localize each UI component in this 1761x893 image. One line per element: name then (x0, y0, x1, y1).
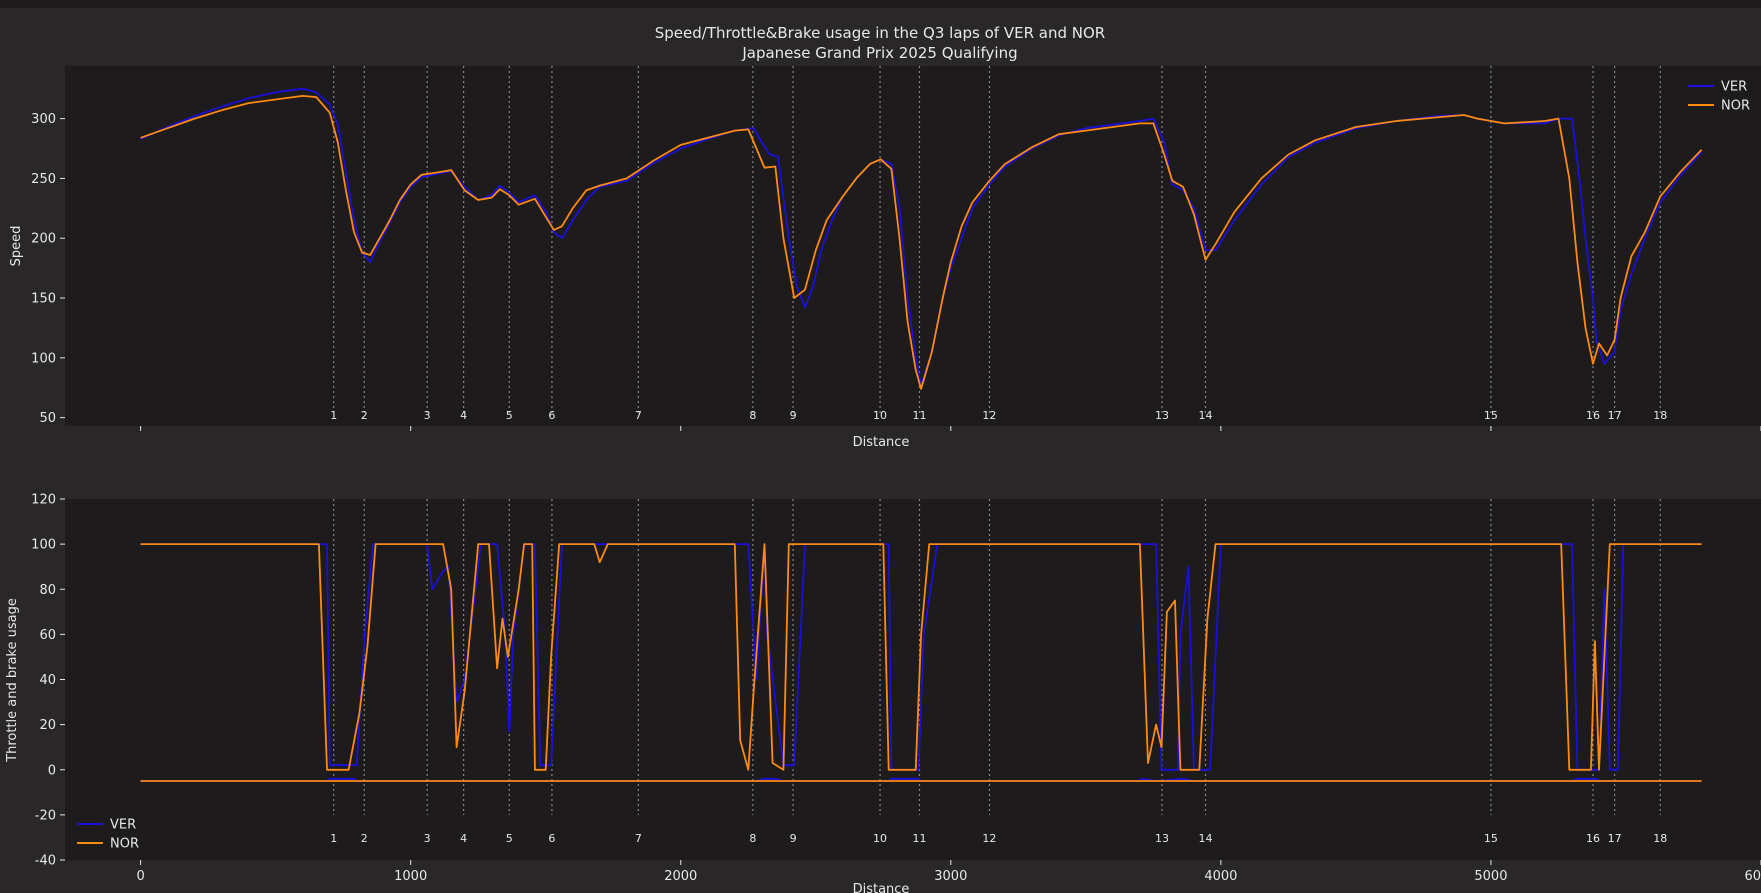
y-axis-label: Speed (9, 226, 24, 267)
corner-label: 2 (361, 832, 368, 845)
x-tick-label: 1000 (394, 869, 427, 884)
chart-title: Speed/Throttle&Brake usage in the Q3 lap… (655, 24, 1105, 42)
x-tick-label: 3000 (934, 869, 967, 884)
corner-label: 15 (1484, 832, 1498, 845)
corner-label: 1 (330, 409, 337, 422)
corner-label: 10 (873, 832, 887, 845)
corner-label: 3 (424, 409, 431, 422)
corner-label: 18 (1653, 409, 1667, 422)
corner-label: 5 (506, 832, 513, 845)
corner-label: 5 (506, 409, 513, 422)
corner-label: 16 (1586, 409, 1600, 422)
y-tick-label: 200 (31, 232, 56, 247)
y-tick-label: 50 (39, 411, 56, 426)
legend-label-ver: VER (1721, 80, 1747, 95)
x-axis-label: Distance (853, 435, 910, 450)
y-tick-label: 150 (31, 292, 56, 307)
corner-label: 18 (1653, 832, 1667, 845)
corner-label: 6 (548, 832, 555, 845)
x-tick-label: 0 (136, 869, 144, 884)
x-tick-label: 4000 (1204, 869, 1237, 884)
y-tick-label: 100 (31, 538, 56, 553)
x-tick-label: 6000 (1744, 869, 1761, 884)
corner-label: 8 (749, 409, 756, 422)
corner-label: 10 (873, 409, 887, 422)
chart-subtitle: Japanese Grand Prix 2025 Qualifying (741, 44, 1017, 62)
corner-label: 9 (790, 832, 797, 845)
y-tick-label: 20 (39, 718, 56, 733)
y-tick-label: -20 (35, 808, 56, 823)
corner-label: 4 (460, 832, 467, 845)
series-line-nor (140, 543, 1702, 771)
y-tick-label: 80 (39, 583, 56, 598)
legend: VER NOR (70, 810, 145, 854)
series-line-nor (140, 95, 1703, 390)
corner-label: 11 (912, 409, 926, 422)
legend-label-ver: VER (110, 818, 136, 833)
corner-label: 14 (1198, 832, 1212, 845)
plot-area (65, 499, 1761, 860)
corner-label: 2 (361, 409, 368, 422)
y-tick-label: 0 (48, 763, 56, 778)
corner-label: 11 (912, 832, 926, 845)
legend-label-nor: NOR (110, 837, 139, 852)
y-tick-label: 120 (31, 493, 56, 508)
top-strip (0, 0, 1761, 8)
corner-label: 12 (982, 409, 996, 422)
corner-label: 7 (635, 409, 642, 422)
corner-label: 14 (1198, 409, 1212, 422)
x-axis-label: Distance (853, 882, 910, 893)
corner-label: 9 (790, 409, 797, 422)
corner-label: 16 (1586, 832, 1600, 845)
corner-label: 12 (982, 832, 996, 845)
corner-label: 15 (1484, 409, 1498, 422)
y-tick-label: 60 (39, 628, 56, 643)
legend-label-nor: NOR (1721, 99, 1750, 114)
corner-label: 17 (1608, 409, 1622, 422)
y-tick-label: 100 (31, 351, 56, 366)
corner-label: 13 (1155, 409, 1169, 422)
y-axis-label: Throttle and brake usage (5, 598, 20, 763)
x-tick-label: 5000 (1474, 869, 1507, 884)
corner-label: 6 (548, 409, 555, 422)
y-tick-label: 40 (39, 673, 56, 688)
legend: VER NOR (1681, 72, 1756, 116)
corner-label: 7 (635, 832, 642, 845)
plot-area (65, 66, 1761, 426)
x-tick-label: 2000 (664, 869, 697, 884)
corner-label: 17 (1608, 832, 1622, 845)
corner-label: 1 (330, 832, 337, 845)
corner-label: 8 (749, 832, 756, 845)
y-tick-label: 300 (31, 112, 56, 127)
corner-label: 13 (1155, 832, 1169, 845)
corner-label: 4 (460, 409, 467, 422)
throttle-brake-panel: -40 -20 0 20 40 60 80 100 120 0 1000 2000 3000 4000 50… (5, 493, 1761, 893)
y-tick-label: -40 (35, 854, 56, 869)
corner-label: 3 (424, 832, 431, 845)
y-tick-label: 250 (31, 172, 56, 187)
